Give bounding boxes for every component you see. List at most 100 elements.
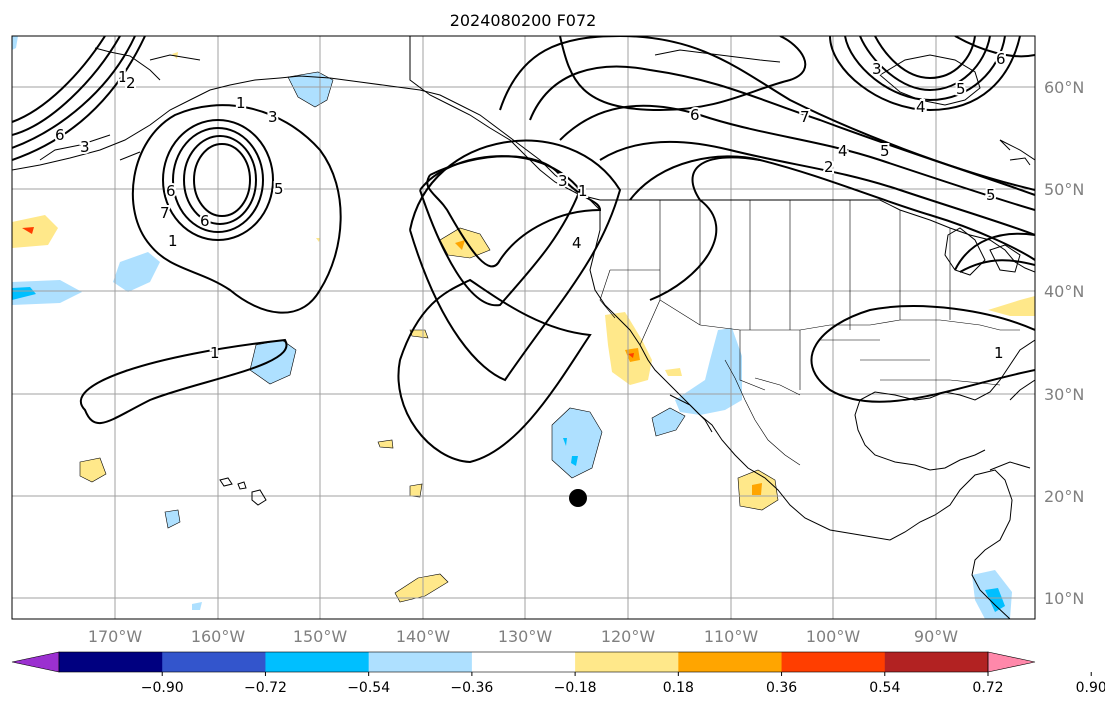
contour-line [599,140,1035,236]
contour-line [183,135,257,225]
colorbar-segment [59,652,163,672]
positive-anomaly-region [22,227,34,234]
negative-anomaly-region [287,71,334,108]
negative-anomaly-region [551,407,603,479]
latitude-label: 60°N [1044,78,1084,97]
negative-anomaly-region [651,407,686,437]
colorbar: −0.90 −0.72 −0.54 −0.36 −0.18 0.18 0.36 0.54 0.7… [11,651,1105,696]
negative-anomaly-region [12,287,36,300]
contour-label: 4 [916,98,926,116]
colorbar-segment [368,652,473,672]
colorbar-tick-label: 0.72 [972,680,1003,696]
contour-label: 3 [268,108,278,126]
contour-line [12,36,121,136]
contour-label: 6 [200,212,210,230]
us-canada-border [600,199,1035,273]
negative-anomaly-region [164,509,181,529]
longitude-label: 110°W [704,627,759,646]
colorbar-extend-low [11,651,60,673]
contour-line [844,36,1006,102]
contour-label: 5 [880,142,890,160]
longitude-label: 160°W [191,627,246,646]
colorbar-tick-label: 0.54 [869,680,900,696]
contour-line [874,36,976,80]
colorbar-tick-label: 0.90 [1076,680,1105,696]
labrador-coast [999,139,1035,161]
alaska-coast-detail [39,47,201,161]
negative-anomaly-region [563,438,567,446]
map-frame [11,35,1036,620]
colorbar-outline [58,651,989,673]
negative-anomaly-region [192,602,202,610]
colorbar-tick-label: −0.36 [450,680,493,696]
positive-anomaly-region [665,368,682,376]
positive-anomaly-region [628,353,634,358]
positive-anomaly-region [377,439,394,449]
contour-label: 3 [558,172,568,190]
contour-line [649,156,761,301]
contour-label: 1 [118,68,128,86]
positive-anomaly-region [12,215,58,248]
longitude-label: 140°W [396,627,451,646]
contour-label: 6 [166,182,176,200]
contour-label: 2 [126,74,136,92]
longitude-label: 150°W [293,627,348,646]
contour-label: 6 [55,126,65,144]
contour-label: 4 [838,142,848,160]
contour-line [397,278,592,464]
contour-label: 5 [274,180,284,198]
colorbar-segment [678,652,783,672]
contour-label: 6 [996,50,1006,68]
contour-line [79,338,288,425]
map-panel [12,36,1035,619]
coastlines-and-borders [12,36,1035,619]
positive-anomaly-region [455,240,465,250]
colorbar-segment [471,652,576,672]
graticule [12,36,1035,619]
negative-anomaly-region [12,36,18,50]
contour-line [629,155,1035,261]
negative-anomaly-region [113,252,160,292]
colorbar-segment [162,652,266,672]
contour-label: 4 [572,234,582,252]
longitude-label: 130°W [498,627,553,646]
mexico-borders [724,359,801,466]
contour-line [409,139,622,382]
colorbar-segment [884,652,989,672]
contour-line [12,36,106,123]
colorbar-tick-label: −0.18 [554,680,597,696]
contour-label: 5 [956,80,966,98]
colorbar-tick-label: 0.18 [663,680,694,696]
state-borders [599,200,1020,391]
contour-line [419,155,582,307]
latitude-label: 30°N [1044,385,1084,404]
contour-line [162,119,274,241]
positive-anomaly-region [752,483,762,495]
contour-label: 2 [824,158,834,176]
negative-anomaly-region [12,280,82,305]
contour-label: 1 [210,344,220,362]
northeast-coast [999,139,1031,166]
contour-line [559,104,1035,211]
alaska-canada-border [409,36,601,201]
longitude-label: 170°W [88,627,143,646]
contour-line [954,36,1035,58]
colorbar-tick-label: −0.72 [244,680,287,696]
map-title: 2024080200 F072 [450,11,597,30]
colorbar-tick-label: −0.54 [347,680,390,696]
positive-anomaly-region [79,457,107,483]
arctic-coast [654,49,781,63]
contour-label: 7 [160,204,170,222]
latitude-labels: 60°N 50°N 40°N 30°N 20°N 10°N [1044,78,1084,608]
contour-line [172,127,264,233]
contour-label-group: 6 3 1 1 2 3 6 5 7 6 1 1 1 4 3 6 7 4 2 5 … [53,48,1008,364]
positive-anomaly-region [316,238,320,242]
positive-anomaly-region [988,296,1035,316]
baja-peninsula [669,394,713,433]
contour-label: 1 [578,182,588,200]
colorbar-segment [781,652,886,672]
contour-line [193,143,251,217]
contour-line [131,104,342,314]
contour-label: 1 [994,344,1004,362]
